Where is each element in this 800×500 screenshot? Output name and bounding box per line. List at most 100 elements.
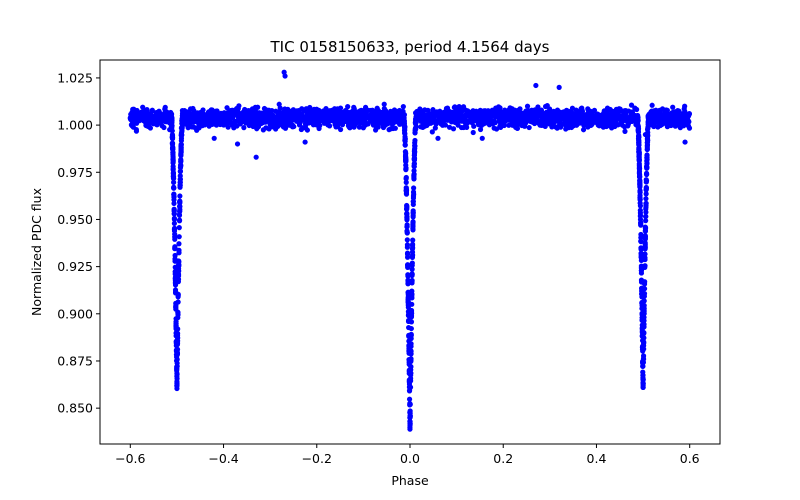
data-point <box>332 122 338 128</box>
data-point <box>406 384 413 390</box>
data-point <box>137 115 143 121</box>
data-point <box>479 135 485 141</box>
x-tick-label: −0.6 <box>115 451 145 466</box>
data-point <box>642 240 648 247</box>
data-point <box>169 132 176 138</box>
y-tick-label: 0.900 <box>57 306 93 321</box>
data-point <box>475 122 482 128</box>
data-point <box>406 318 412 324</box>
scatter-points <box>127 69 693 432</box>
data-point <box>410 220 416 226</box>
data-point <box>404 254 411 260</box>
data-point <box>409 254 416 260</box>
data-point <box>558 114 564 121</box>
data-point <box>403 176 409 182</box>
data-point <box>562 122 568 128</box>
data-point <box>643 213 649 219</box>
data-point <box>640 355 647 362</box>
data-point <box>172 236 178 242</box>
data-point <box>325 117 331 123</box>
data-point <box>304 127 311 133</box>
data-point <box>213 108 219 114</box>
data-point <box>637 181 643 187</box>
data-point <box>194 116 200 123</box>
data-point <box>636 141 642 148</box>
data-point <box>131 106 137 112</box>
data-point <box>173 330 179 336</box>
data-point <box>174 382 180 389</box>
data-point <box>258 114 264 120</box>
data-point <box>394 113 400 119</box>
data-point <box>402 136 408 142</box>
data-point <box>501 122 507 129</box>
y-tick-label: 0.950 <box>57 212 93 227</box>
data-point <box>360 125 366 131</box>
data-point <box>301 107 307 114</box>
data-point <box>403 187 409 193</box>
data-point <box>622 117 628 124</box>
data-point <box>361 116 367 122</box>
data-point <box>276 101 282 107</box>
data-point <box>539 110 545 116</box>
data-point <box>252 104 258 110</box>
data-point <box>170 163 176 170</box>
data-point <box>637 194 643 201</box>
data-point <box>657 122 663 129</box>
data-point <box>640 343 646 349</box>
data-point <box>585 118 591 124</box>
data-point <box>409 277 415 284</box>
data-point <box>289 117 295 123</box>
data-point <box>294 112 300 118</box>
data-point <box>218 112 224 118</box>
data-point <box>588 122 595 128</box>
data-point <box>643 191 649 197</box>
data-point <box>144 111 150 118</box>
data-point <box>411 150 418 156</box>
data-point <box>566 112 572 119</box>
data-point <box>407 426 413 432</box>
data-point <box>356 113 362 120</box>
data-point <box>177 176 183 182</box>
data-point <box>408 357 414 363</box>
data-point <box>171 226 178 232</box>
data-point <box>411 172 417 178</box>
data-point <box>174 366 180 372</box>
data-point <box>581 122 587 128</box>
data-point <box>170 155 176 161</box>
data-point <box>409 249 416 255</box>
data-point <box>430 114 436 120</box>
data-point <box>639 310 645 316</box>
data-point <box>172 258 178 264</box>
data-point <box>316 107 322 113</box>
data-point <box>176 234 182 240</box>
data-point <box>682 139 688 145</box>
data-point <box>284 112 290 118</box>
data-point <box>145 123 151 130</box>
data-point <box>170 170 177 177</box>
data-point <box>410 201 416 208</box>
data-point <box>406 342 412 348</box>
data-point <box>639 315 645 321</box>
data-point <box>176 241 182 247</box>
data-point <box>411 163 417 169</box>
data-point <box>410 195 417 201</box>
data-point <box>636 157 642 163</box>
data-point <box>283 122 289 128</box>
data-point <box>643 218 649 224</box>
data-point <box>175 273 182 279</box>
data-point <box>290 107 296 113</box>
data-point <box>388 126 394 132</box>
data-point <box>638 246 644 252</box>
data-point <box>350 108 356 115</box>
data-point <box>411 185 417 191</box>
data-point <box>224 121 230 127</box>
data-point <box>290 124 296 130</box>
data-point <box>178 153 184 159</box>
data-point <box>327 123 333 129</box>
data-point <box>637 203 644 209</box>
data-point <box>229 115 236 121</box>
data-point <box>171 179 177 185</box>
data-point <box>439 120 445 126</box>
data-point <box>369 107 376 113</box>
data-point <box>213 116 219 122</box>
